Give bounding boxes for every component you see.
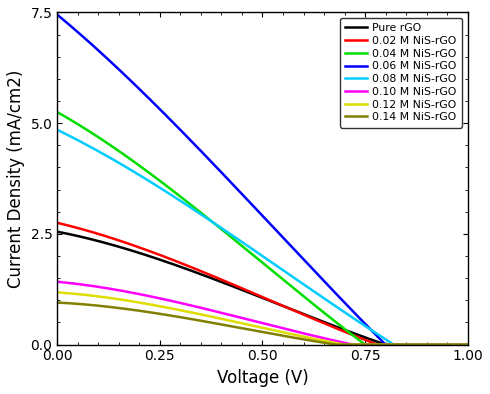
0.04 M NiS-rGO (362, 342, 368, 347)
0.12 M NiS-rGO (243, 322, 249, 327)
0.06 M NiS-rGO (377, 337, 383, 342)
Pure rGO (377, 340, 383, 345)
0.12 M NiS-rGO (75, 292, 81, 297)
Line: 0.04 M NiS-rGO: 0.04 M NiS-rGO (57, 112, 467, 345)
0.08 M NiS-rGO (453, 342, 459, 347)
0.08 M NiS-rGO (465, 342, 470, 347)
0.10 M NiS-rGO (350, 342, 356, 347)
0.04 M NiS-rGO (453, 342, 459, 347)
0.02 M NiS-rGO (243, 288, 249, 292)
0.10 M NiS-rGO (465, 342, 470, 347)
0.04 M NiS-rGO (378, 342, 384, 347)
0.10 M NiS-rGO (453, 342, 459, 347)
0.12 M NiS-rGO (453, 342, 459, 347)
Pure rGO (453, 342, 459, 347)
0.06 M NiS-rGO (54, 12, 60, 17)
0.14 M NiS-rGO (243, 327, 249, 331)
0.08 M NiS-rGO (243, 242, 249, 247)
0.04 M NiS-rGO (453, 342, 459, 347)
Pure rGO (254, 293, 260, 298)
0.08 M NiS-rGO (75, 138, 81, 143)
0.08 M NiS-rGO (254, 250, 260, 255)
0.12 M NiS-rGO (254, 324, 260, 329)
0.12 M NiS-rGO (465, 342, 470, 347)
0.06 M NiS-rGO (383, 342, 389, 347)
0.06 M NiS-rGO (465, 342, 470, 347)
Line: 0.14 M NiS-rGO: 0.14 M NiS-rGO (57, 303, 467, 345)
0.14 M NiS-rGO (453, 342, 459, 347)
0.08 M NiS-rGO (377, 334, 383, 338)
0.14 M NiS-rGO (54, 300, 60, 305)
Pure rGO (243, 289, 249, 294)
0.14 M NiS-rGO (465, 342, 470, 347)
Pure rGO (383, 342, 389, 347)
0.04 M NiS-rGO (465, 342, 470, 347)
0.10 M NiS-rGO (54, 279, 60, 284)
0.04 M NiS-rGO (54, 110, 60, 115)
X-axis label: Voltage (V): Voltage (V) (217, 369, 308, 387)
Line: 0.12 M NiS-rGO: 0.12 M NiS-rGO (57, 292, 467, 345)
0.10 M NiS-rGO (243, 317, 249, 322)
Line: 0.02 M NiS-rGO: 0.02 M NiS-rGO (57, 223, 467, 345)
0.04 M NiS-rGO (254, 256, 260, 260)
0.12 M NiS-rGO (54, 290, 60, 295)
0.06 M NiS-rGO (75, 30, 81, 35)
0.02 M NiS-rGO (254, 292, 260, 297)
0.12 M NiS-rGO (378, 342, 384, 347)
0.10 M NiS-rGO (254, 320, 260, 324)
0.02 M NiS-rGO (453, 342, 459, 347)
0.06 M NiS-rGO (254, 207, 260, 212)
0.08 M NiS-rGO (391, 342, 397, 347)
0.02 M NiS-rGO (465, 342, 470, 347)
Legend: Pure rGO, 0.02 M NiS-rGO, 0.04 M NiS-rGO, 0.06 M NiS-rGO, 0.08 M NiS-rGO, 0.10 M: Pure rGO, 0.02 M NiS-rGO, 0.04 M NiS-rGO… (340, 18, 462, 128)
0.08 M NiS-rGO (453, 342, 459, 347)
0.12 M NiS-rGO (453, 342, 459, 347)
Pure rGO (75, 234, 81, 238)
0.10 M NiS-rGO (378, 342, 384, 347)
0.02 M NiS-rGO (54, 221, 60, 225)
0.14 M NiS-rGO (75, 301, 81, 306)
0.10 M NiS-rGO (453, 342, 459, 347)
0.02 M NiS-rGO (374, 342, 380, 347)
0.10 M NiS-rGO (75, 282, 81, 286)
Y-axis label: Current Density (mA/cm2): Current Density (mA/cm2) (7, 69, 25, 288)
Line: 0.06 M NiS-rGO: 0.06 M NiS-rGO (57, 15, 467, 345)
0.14 M NiS-rGO (378, 342, 384, 347)
Line: 0.10 M NiS-rGO: 0.10 M NiS-rGO (57, 282, 467, 345)
Pure rGO (453, 342, 459, 347)
0.04 M NiS-rGO (75, 122, 81, 127)
0.06 M NiS-rGO (453, 342, 459, 347)
0.14 M NiS-rGO (334, 342, 340, 347)
0.02 M NiS-rGO (75, 226, 81, 230)
0.14 M NiS-rGO (254, 329, 260, 333)
0.04 M NiS-rGO (243, 247, 249, 251)
0.12 M NiS-rGO (342, 342, 347, 347)
0.02 M NiS-rGO (378, 342, 384, 347)
Pure rGO (465, 342, 470, 347)
0.06 M NiS-rGO (453, 342, 459, 347)
Line: Pure rGO: Pure rGO (57, 232, 467, 345)
0.02 M NiS-rGO (453, 342, 459, 347)
0.14 M NiS-rGO (453, 342, 459, 347)
Line: 0.08 M NiS-rGO: 0.08 M NiS-rGO (57, 130, 467, 345)
0.06 M NiS-rGO (243, 196, 249, 201)
Pure rGO (54, 229, 60, 234)
0.08 M NiS-rGO (54, 127, 60, 132)
